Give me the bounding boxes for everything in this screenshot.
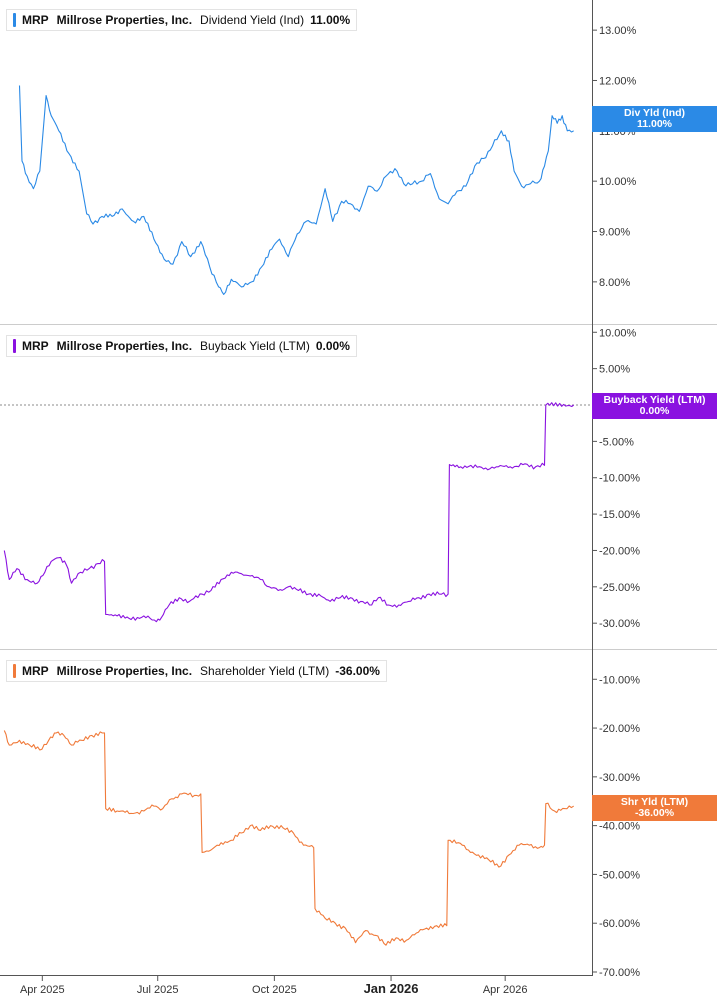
- y-tick-label: 10.00%: [599, 176, 637, 188]
- y-tick-label: -10.00%: [599, 674, 640, 686]
- badge-value: 0.00%: [639, 405, 670, 417]
- legend-ticker: MRP: [22, 664, 49, 678]
- legend-ticker: MRP: [22, 339, 49, 353]
- y-tick-label: -50.00%: [599, 869, 640, 881]
- x-tick-label: Jul 2025: [137, 984, 179, 996]
- y-tick-label: -20.00%: [599, 545, 640, 557]
- legend-metric: Shareholder Yield (LTM): [200, 664, 330, 678]
- x-tick-label: Apr 2025: [20, 984, 65, 996]
- y-tick-label: -70.00%: [599, 967, 640, 979]
- badge-label: Div Yld (Ind): [623, 107, 686, 119]
- legend-value: 11.00%: [310, 13, 351, 27]
- badge-dividend-yield: Div Yld (Ind) 11.00%: [592, 106, 717, 132]
- y-tick-label: 5.00%: [599, 364, 630, 376]
- legend-company: Millrose Properties, Inc.: [56, 13, 193, 27]
- legend-swatch-dividend: [13, 13, 16, 27]
- y-tick-label: -25.00%: [599, 582, 640, 594]
- badge-label: Buyback Yield (LTM): [603, 394, 706, 406]
- legend-dividend-yield: MRP Millrose Properties, Inc. Dividend Y…: [6, 9, 358, 31]
- legend-shareholder-yield: MRP Millrose Properties, Inc. Shareholde…: [6, 660, 387, 682]
- legend-buyback-yield: MRP Millrose Properties, Inc. Buyback Yi…: [6, 335, 357, 357]
- badge-shareholder-yield: Shr Yld (LTM) -36.00%: [592, 795, 717, 821]
- legend-value: -36.00%: [335, 664, 380, 678]
- y-tick-label: 12.00%: [599, 75, 637, 87]
- y-tick-label: 10.00%: [599, 327, 637, 339]
- y-tick-label: -30.00%: [599, 618, 640, 630]
- y-tick-label: 13.00%: [599, 25, 637, 37]
- y-tick-label: 9.00%: [599, 227, 630, 239]
- x-tick-label: Jan 2026: [364, 981, 419, 996]
- y-tick-label: -60.00%: [599, 918, 640, 930]
- y-tick-label: -10.00%: [599, 473, 640, 485]
- y-tick-label: -5.00%: [599, 436, 634, 448]
- legend-metric: Buyback Yield (LTM): [200, 339, 310, 353]
- badge-buyback-yield: Buyback Yield (LTM) 0.00%: [592, 393, 717, 419]
- legend-metric: Dividend Yield (Ind): [200, 13, 305, 27]
- y-tick-label: -40.00%: [599, 821, 640, 833]
- legend-company: Millrose Properties, Inc.: [56, 664, 193, 678]
- legend-ticker: MRP: [22, 13, 49, 27]
- y-tick-label: -20.00%: [599, 723, 640, 735]
- badge-value: 11.00%: [636, 118, 673, 130]
- legend-swatch-shareholder: [13, 664, 16, 678]
- badge-label: Shr Yld (LTM): [620, 796, 689, 808]
- legend-company: Millrose Properties, Inc.: [56, 339, 193, 353]
- y-tick-label: 8.00%: [599, 277, 630, 289]
- x-tick-label: Apr 2026: [483, 984, 528, 996]
- series-line-dividend: [18, 85, 574, 295]
- legend-value: 0.00%: [315, 339, 350, 353]
- y-tick-label: -30.00%: [599, 772, 640, 784]
- legend-swatch-buyback: [13, 339, 16, 353]
- series-line-buyback: [3, 402, 575, 623]
- y-tick-label: -15.00%: [599, 509, 640, 521]
- x-tick-label: Oct 2025: [252, 984, 297, 996]
- badge-value: -36.00%: [634, 807, 675, 819]
- series-line-shareholder: [3, 730, 575, 946]
